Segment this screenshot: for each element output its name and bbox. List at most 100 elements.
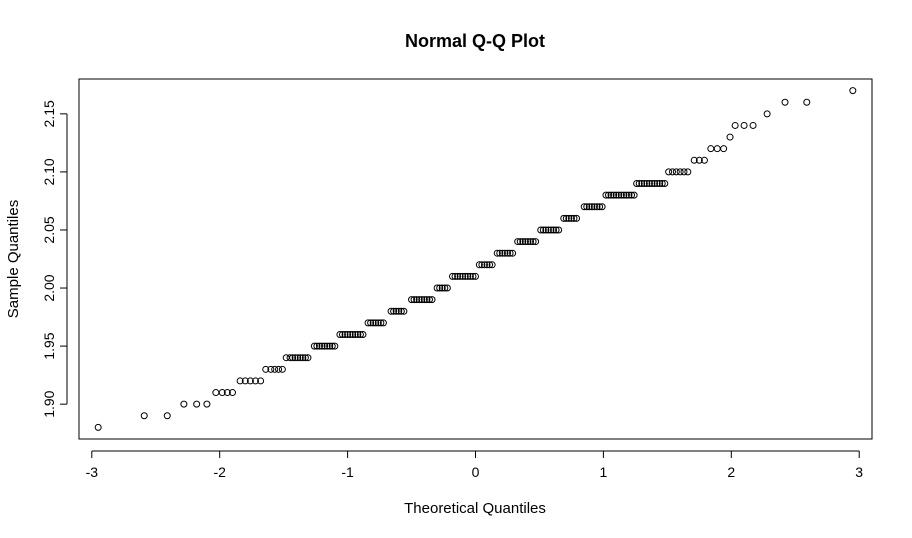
data-point: [620, 191, 628, 199]
data-point: [635, 180, 643, 188]
data-point: [369, 319, 377, 327]
data-point: [612, 191, 620, 199]
data-point: [180, 400, 188, 408]
data-point: [278, 365, 286, 373]
data-point: [803, 98, 811, 106]
data-point: [356, 330, 364, 338]
data-point: [645, 180, 653, 188]
data-point: [676, 168, 684, 176]
x-axis: -3 -2 -1 0 1 2 3: [86, 450, 863, 480]
data-point: [615, 191, 623, 199]
x-tick-label: 2: [727, 464, 735, 480]
data-point: [271, 365, 279, 373]
data-point: [550, 226, 558, 234]
data-point: [488, 261, 496, 269]
data-point: [313, 342, 321, 350]
data-point: [607, 191, 615, 199]
plot-box: [78, 78, 873, 440]
data-point: [849, 87, 857, 95]
data-point: [560, 214, 568, 222]
data-point: [441, 284, 449, 292]
data-point: [326, 342, 334, 350]
data-point: [469, 272, 477, 280]
data-point: [638, 180, 646, 188]
data-point: [665, 168, 673, 176]
data-point: [410, 296, 418, 304]
data-point: [286, 354, 294, 362]
y-tick-label: 1.90: [41, 390, 57, 417]
data-point: [344, 330, 352, 338]
data-point: [690, 156, 698, 164]
data-point: [349, 330, 357, 338]
data-point: [387, 307, 395, 315]
data-point: [341, 330, 349, 338]
data-point: [570, 214, 578, 222]
data-point: [509, 249, 517, 257]
data-point: [630, 191, 638, 199]
data-point: [203, 400, 211, 408]
data-point: [275, 365, 283, 373]
data-point: [318, 342, 326, 350]
data-point: [633, 180, 641, 188]
data-point: [246, 377, 254, 385]
data-point: [364, 319, 372, 327]
data-point: [315, 342, 323, 350]
data-point: [537, 226, 545, 234]
data-point: [372, 319, 380, 327]
data-point: [257, 377, 265, 385]
data-point: [486, 261, 494, 269]
data-point: [588, 203, 596, 211]
data-point: [680, 168, 688, 176]
data-point: [480, 261, 488, 269]
data-point: [413, 296, 421, 304]
data-point: [653, 180, 661, 188]
data-point: [338, 330, 346, 338]
data-point: [648, 180, 656, 188]
data-point: [544, 226, 552, 234]
data-point: [294, 354, 302, 362]
x-tick-label: 0: [472, 464, 480, 480]
data-point: [464, 272, 472, 280]
data-point: [585, 203, 593, 211]
data-point: [420, 296, 428, 304]
data-point: [262, 365, 270, 373]
data-point: [532, 238, 540, 246]
x-tick-label: -1: [341, 464, 354, 480]
data-point: [390, 307, 398, 315]
data-point: [731, 121, 739, 129]
data-point: [438, 284, 446, 292]
data-point: [321, 342, 329, 350]
data-point: [475, 261, 483, 269]
data-point: [423, 296, 431, 304]
data-point: [542, 226, 550, 234]
data-point: [478, 261, 486, 269]
data-point: [483, 261, 491, 269]
data-point: [602, 191, 610, 199]
x-axis-label: Theoretical Quantiles: [404, 500, 546, 517]
data-point: [252, 377, 260, 385]
data-point: [354, 330, 362, 338]
data-point: [763, 110, 771, 118]
data-point: [291, 354, 299, 362]
data-point: [140, 412, 148, 420]
data-point: [684, 168, 692, 176]
data-point: [193, 400, 201, 408]
data-point: [331, 342, 339, 350]
data-point: [552, 226, 560, 234]
data-point: [596, 203, 604, 211]
data-point: [436, 284, 444, 292]
data-point: [503, 249, 511, 257]
data-point: [565, 214, 573, 222]
data-point: [726, 133, 734, 141]
data-point: [301, 354, 309, 362]
data-point: [514, 238, 522, 246]
x-tick-label: -3: [86, 464, 99, 480]
data-point: [593, 203, 601, 211]
data-point: [454, 272, 462, 280]
data-point: [521, 238, 529, 246]
y-tick-label: 2.05: [41, 216, 57, 243]
data-point: [640, 180, 648, 188]
data-point: [656, 180, 664, 188]
data-point: [456, 272, 464, 280]
